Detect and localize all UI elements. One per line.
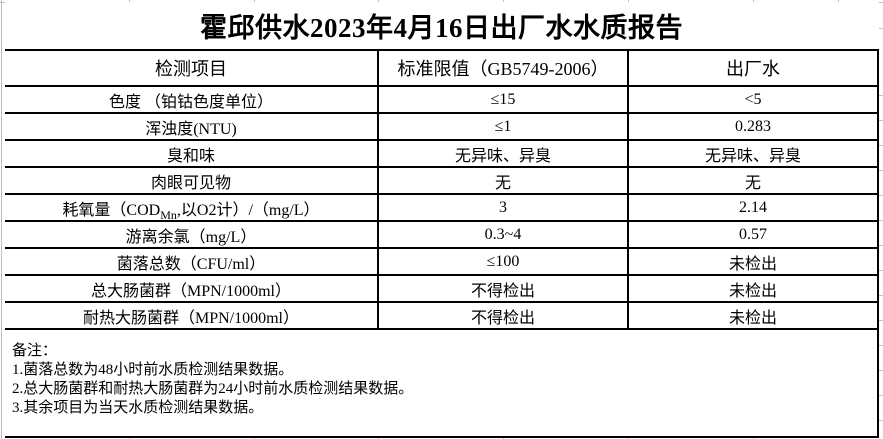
notes-label: 备注： [12,343,58,359]
item-cell: 总大肠菌群（MPN/1000ml） [5,274,379,303]
table-row: 耗氧量（CODMn,以O2计）/（mg/L） 3 2.14 [5,193,879,222]
column-header-limit: 标准限值（GB5749-2006） [377,49,629,87]
gridline [877,195,883,196]
item-cell: 耐热大肠菌群（MPN/1000ml） [5,301,379,330]
value-cell: 2.14 [627,193,879,222]
gridline [877,345,883,346]
limit-cell: ≤15 [377,85,629,114]
column-header-item: 检测项目 [5,49,379,87]
limit-cell: 无 [377,166,629,195]
note-line: 1.菌落总数为48小时前水质检测结果数据。 [12,362,294,378]
table-row: 总大肠菌群（MPN/1000ml） 不得检出 未检出 [5,274,879,303]
value-cell: 未检出 [627,301,879,330]
item-cell: 色度 （铂钴色度单位） [5,85,379,114]
limit-cell: 无异味、异臭 [377,139,629,168]
limit-cell: ≤100 [377,247,629,276]
gridline [877,120,883,121]
gridline [877,295,883,296]
note-line: 3.其余项目为当天水质检测结果数据。 [12,400,264,416]
title-row: 霍邱供水2023年4月16日出厂水水质报告 [5,2,878,51]
note-line: 2.总大肠菌群和耐热大肠菌群为24小时前水质检测结果数据。 [12,381,414,397]
table-row: 色度 （铂钴色度单位） ≤15 <5 [5,85,879,114]
item-cell: 臭和味 [5,139,379,168]
gridline [877,170,883,171]
value-cell: 无 [627,166,879,195]
value-cell: 无异味、异臭 [627,139,879,168]
notes-row: 备注： 1.菌落总数为48小时前水质检测结果数据。 2.总大肠菌群和耐热大肠菌群… [5,328,879,438]
limit-cell: ≤1 [377,112,629,141]
item-cell: 肉眼可见物 [5,166,379,195]
item-text-prefix: 耗氧量（COD [62,201,161,219]
item-text-subscript: Mn [160,207,177,221]
value-cell: <5 [627,85,879,114]
table-row: 游离余氯（mg/L） 0.3~4 0.57 [5,220,879,249]
gridline [877,28,883,29]
gridline [1,0,2,439]
report-title: 霍邱供水2023年4月16日出厂水水质报告 [5,2,878,51]
value-cell: 未检出 [627,247,879,276]
value-cell: 0.57 [627,220,879,249]
notes-block: 备注： 1.菌落总数为48小时前水质检测结果数据。 2.总大肠菌群和耐热大肠菌群… [5,328,879,438]
gridline [877,420,883,421]
water-quality-report-table: 霍邱供水2023年4月16日出厂水水质报告 检测项目 标准限值（GB5749-2… [5,2,879,438]
gridline [877,370,883,371]
table-row: 耐热大肠菌群（MPN/1000ml） 不得检出 未检出 [5,301,879,330]
gridline [877,95,883,96]
limit-cell: 不得检出 [377,274,629,303]
column-header-value: 出厂水 [627,49,879,87]
table-row: 臭和味 无异味、异臭 无异味、异臭 [5,139,879,168]
gridline [877,270,883,271]
gridline [877,145,883,146]
gridline [877,220,883,221]
item-cell: 菌落总数（CFU/ml） [5,247,379,276]
item-text-suffix: ,以O2计）/（mg/L） [176,201,320,219]
item-cell: 耗氧量（CODMn,以O2计）/（mg/L） [5,193,379,222]
item-cell: 浑浊度(NTU) [5,112,379,141]
table-row: 浑浊度(NTU) ≤1 0.283 [5,112,879,141]
limit-cell: 不得检出 [377,301,629,330]
value-cell: 0.283 [627,112,879,141]
table-row: 肉眼可见物 无 无 [5,166,879,195]
gridline [877,245,883,246]
gridline [877,395,883,396]
header-row: 检测项目 标准限值（GB5749-2006） 出厂水 [5,49,879,87]
value-cell: 未检出 [627,274,879,303]
limit-cell: 3 [377,193,629,222]
limit-cell: 0.3~4 [377,220,629,249]
table-row: 菌落总数（CFU/ml） ≤100 未检出 [5,247,879,276]
gridline [877,320,883,321]
item-cell: 游离余氯（mg/L） [5,220,379,249]
